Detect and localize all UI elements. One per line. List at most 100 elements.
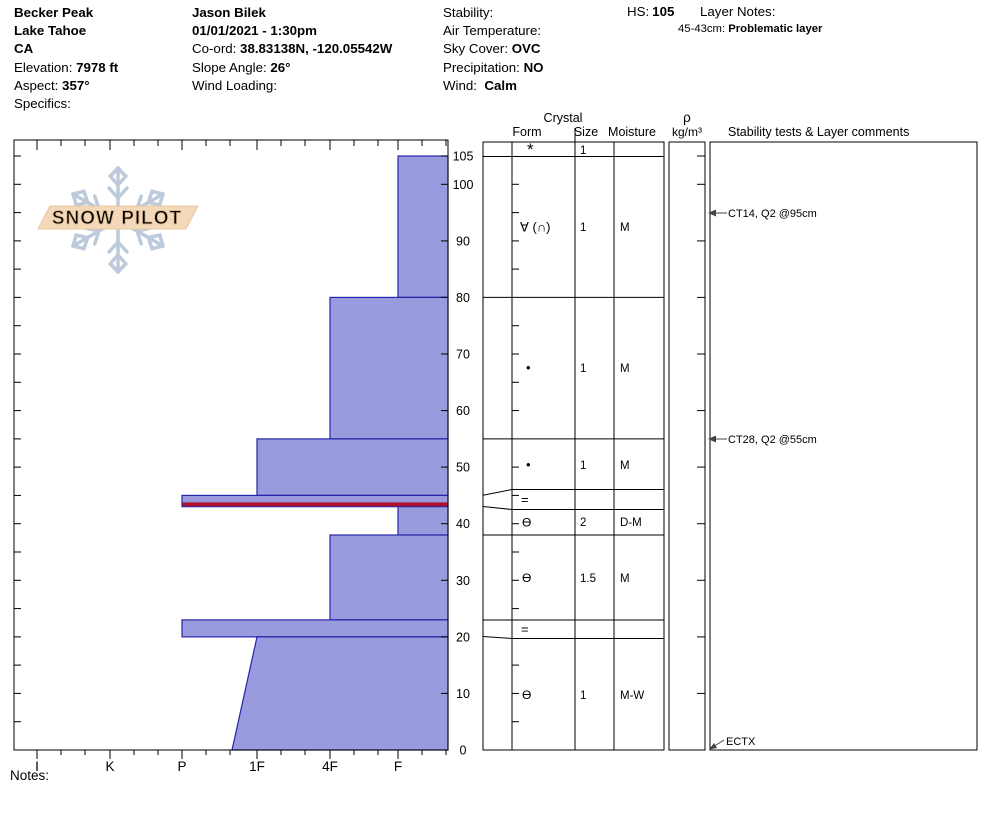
precip-line: Precipitation: NO [443, 59, 544, 77]
crystal-table-header: Crystal Form Size Moisture ρ kg/m³ Stabi… [512, 110, 909, 142]
crystal-table-grid [482, 141, 665, 751]
moisture-row9: M-W [620, 690, 644, 702]
depth-axis-labels: 105 100 90 80 70 60 50 40 30 20 10 0 [453, 150, 474, 758]
header-observer-block: Jason Bilek 01/01/2021 - 1:30pm Co-ord: … [192, 4, 392, 95]
density-units-header: kg/m³ [672, 125, 702, 139]
depth-label-80: 80 [456, 291, 470, 305]
datetime-value: 01/01/2021 - 1:30pm [192, 23, 317, 39]
annotation-ct14: CT14, Q2 @95cm [708, 208, 817, 220]
sky-label: Sky Cover: [443, 41, 512, 57]
elevation-label: Elevation: [14, 59, 77, 75]
slope-value: 26° [270, 59, 291, 75]
grain-form-row7: Ɵ [522, 571, 531, 585]
coord-line: Co-ord: 38.83138N, -120.05542W [192, 40, 392, 58]
depth-label-30: 30 [456, 574, 470, 588]
hardness-bars [181, 155, 449, 751]
crystal-table-depth-ticks [512, 183, 519, 723]
moisture-row4: M [620, 460, 630, 472]
header-location-block: Becker Peak Lake Tahoe CA Elevation: 797… [14, 4, 118, 113]
thin-layer-flare [482, 506, 513, 510]
annotation-ectx: ECTX [709, 736, 756, 750]
stability-line: Stability: [443, 4, 544, 22]
stability-label: Stability: [443, 5, 494, 20]
wind-value: Calm [484, 77, 517, 93]
layer-bar-23-20 [181, 619, 449, 638]
grain-size-row9: 1 [580, 690, 586, 702]
annotation-ct28: CT28, Q2 @55cm [708, 434, 817, 446]
grain-size-row7: 1.5 [580, 573, 596, 585]
hardness-axis-labels: I K P 1F 4F F [35, 759, 402, 774]
grain-form-row8: = [521, 622, 529, 637]
location-state-text: CA [14, 41, 34, 57]
layer-note-depth: 45-43cm: [678, 23, 729, 35]
depth-ticks-left [14, 155, 21, 723]
layer-bar-80-55 [329, 296, 449, 440]
layer-bar-105-80 [397, 155, 449, 298]
grain-form-surface: * [527, 140, 534, 159]
hardness-ticks-bottom [36, 750, 447, 759]
notes-label: Notes: [10, 768, 49, 783]
wind-line: Wind: Calm [443, 77, 544, 95]
thin-layer-flare [482, 636, 513, 639]
aspect-value: 357° [62, 77, 90, 93]
moisture-row3: M [620, 363, 630, 375]
precip-value: NO [523, 59, 544, 75]
depth-label-40: 40 [456, 517, 470, 531]
chart-frame [13, 139, 449, 751]
depth-label-70: 70 [456, 348, 470, 362]
grain-size-surface: 1 [580, 145, 586, 157]
header-weather-block: Stability: Air Temperature: Sky Cover: O… [443, 4, 544, 95]
location-range: Lake Tahoe [14, 22, 118, 40]
air-temp-line: Air Temperature: [443, 22, 544, 40]
elevation-line: Elevation: 7978 ft [14, 59, 118, 77]
depth-ticks-right [441, 155, 448, 694]
depth-label-20: 20 [456, 630, 470, 644]
snowpilot-logo: SNOW PILOT [37, 166, 199, 274]
hardness-label-4F: 4F [322, 759, 338, 774]
layer-bar-20-0 [231, 636, 449, 751]
hs-line: HS: 105 [627, 4, 674, 19]
location-state: CA [14, 40, 118, 58]
grain-size-row3: 1 [580, 363, 586, 375]
wind-loading-label: Wind Loading: [192, 77, 278, 93]
layer-bar-55-45 [256, 438, 449, 496]
crystal-header: Crystal [544, 111, 583, 125]
depth-label-90: 90 [456, 234, 470, 248]
location-name-text: Becker Peak [14, 5, 94, 20]
elevation-value: 7978 ft [76, 59, 119, 75]
stability-column-header: Stability tests & Layer comments [728, 125, 909, 139]
density-column [668, 141, 706, 751]
hardness-label-F: F [394, 759, 402, 774]
annotation-ectx-text: ECTX [726, 736, 756, 748]
coord-label: Co-ord: [192, 41, 241, 57]
sky-value: OVC [511, 41, 541, 57]
grain-form-row6: Ɵ [522, 516, 531, 530]
precip-label: Precipitation: [443, 59, 524, 75]
wind-loading-line: Wind Loading: [192, 77, 392, 95]
hardness-label-K: K [105, 759, 114, 774]
depth-label-105: 105 [453, 150, 474, 164]
hardness-ticks-top [36, 140, 447, 150]
coord-value: 38.83138N, -120.05542W [240, 41, 393, 57]
hs-value: 105 [652, 4, 675, 19]
depth-label-100: 100 [453, 178, 474, 192]
specifics-line: Specifics: [14, 95, 118, 113]
slope-label: Slope Angle: [192, 59, 271, 75]
problematic-layer-flag-line [182, 502, 448, 507]
wind-label: Wind: [443, 77, 485, 93]
depth-label-50: 50 [456, 461, 470, 475]
density-header: ρ [683, 110, 691, 125]
grain-size-row6: 2 [580, 517, 586, 529]
observer-line: Jason Bilek [192, 4, 392, 22]
crystal-table-rows: * 1 ∀ (∩) 1 M • 1 M • 1 M = Ɵ 2 D-M Ɵ 1.… [520, 140, 644, 702]
grain-form-row4: • [526, 457, 531, 472]
annotation-ct14-text: CT14, Q2 @95cm [728, 208, 817, 220]
aspect-label: Aspect: [14, 77, 63, 93]
layer-notes-label: Layer Notes: [700, 4, 776, 19]
layer-bar-38-23 [329, 534, 449, 621]
moisture-row6: D-M [620, 517, 642, 529]
observer-name: Jason Bilek [192, 5, 266, 20]
form-header: Form [512, 125, 541, 139]
